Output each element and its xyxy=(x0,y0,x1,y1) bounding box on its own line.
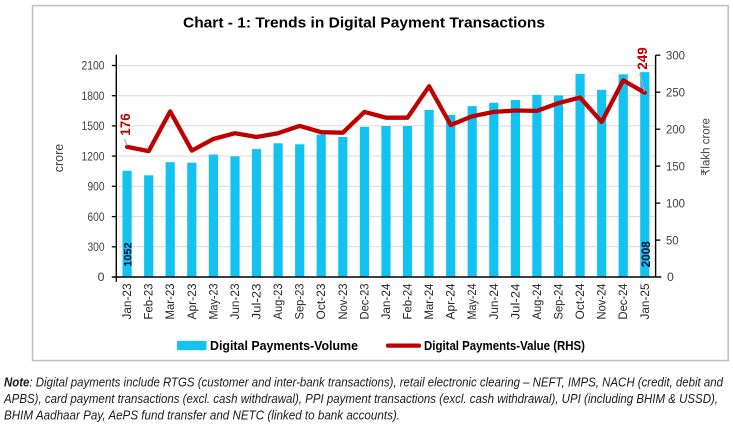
svg-text:Jan-24: Jan-24 xyxy=(381,283,393,320)
svg-text:250: 250 xyxy=(666,85,685,99)
svg-text:100: 100 xyxy=(666,196,685,210)
svg-text:APBS), card payment transactio: APBS), card payment transactions (excl. … xyxy=(3,392,718,406)
svg-text:Jun-23: Jun-23 xyxy=(230,284,242,320)
svg-text:Digital Payments-Value (RHS): Digital Payments-Value (RHS) xyxy=(424,338,585,353)
svg-text:300: 300 xyxy=(88,240,105,254)
svg-text:Feb-24: Feb-24 xyxy=(403,283,415,320)
svg-text:Sep-23: Sep-23 xyxy=(295,284,307,320)
svg-text:Nov-24: Nov-24 xyxy=(597,283,609,320)
svg-text:1200: 1200 xyxy=(82,149,105,163)
svg-text:Mar-24: Mar-24 xyxy=(424,283,436,320)
svg-text:Chart - 1: Trends in Digital P: Chart - 1: Trends in Digital Payment Tra… xyxy=(183,16,545,32)
svg-text:900: 900 xyxy=(88,180,105,194)
svg-text:Jul-24: Jul-24 xyxy=(510,283,522,320)
svg-text:50: 50 xyxy=(666,233,679,247)
svg-text:0: 0 xyxy=(667,270,674,284)
svg-text:249: 249 xyxy=(635,47,650,70)
svg-text:Oct-23: Oct-23 xyxy=(316,284,328,320)
svg-text:Jul-23: Jul-23 xyxy=(252,284,264,320)
svg-text:1800: 1800 xyxy=(82,89,105,103)
svg-text:Oct-24: Oct-24 xyxy=(575,283,587,320)
svg-text:Aug-24: Aug-24 xyxy=(532,283,544,320)
svg-text:600: 600 xyxy=(88,210,105,224)
svg-text:May-23: May-23 xyxy=(208,284,220,320)
svg-text:2008: 2008 xyxy=(640,241,653,268)
svg-text:Digital Payments-Volume: Digital Payments-Volume xyxy=(210,338,358,353)
svg-text:150: 150 xyxy=(666,159,685,173)
svg-text:May-24: May-24 xyxy=(467,283,479,320)
svg-text:crore: crore xyxy=(52,144,66,173)
svg-text:1052: 1052 xyxy=(123,242,135,266)
svg-text:Jan-25: Jan-25 xyxy=(640,284,652,320)
svg-text:Jun-24: Jun-24 xyxy=(489,283,501,320)
svg-text:300: 300 xyxy=(666,48,685,62)
svg-text:Dec-23: Dec-23 xyxy=(359,284,371,320)
svg-text:Dec-24: Dec-24 xyxy=(618,283,630,320)
svg-text:Mar-23: Mar-23 xyxy=(165,284,177,320)
svg-text:₹lakh crore: ₹lakh crore xyxy=(701,118,713,176)
svg-text:Jan-23: Jan-23 xyxy=(122,284,134,320)
svg-text:Sep-24: Sep-24 xyxy=(554,283,566,320)
svg-text:BHIM Aadhaar Pay, AePS fund tr: BHIM Aadhaar Pay, AePS fund transfer and… xyxy=(4,409,400,423)
svg-text:Note: Digital payments include: Note: Digital payments include RTGS (cus… xyxy=(4,376,724,390)
svg-text:Aug-23: Aug-23 xyxy=(273,284,285,320)
svg-text:Nov-23: Nov-23 xyxy=(338,284,350,320)
svg-text:2100: 2100 xyxy=(82,59,105,73)
svg-text:Feb-23: Feb-23 xyxy=(144,284,156,320)
svg-text:176: 176 xyxy=(118,113,133,136)
svg-text:Apr-23: Apr-23 xyxy=(187,284,199,320)
svg-text:0: 0 xyxy=(98,270,105,284)
svg-text:Apr-24: Apr-24 xyxy=(446,283,458,320)
svg-text:200: 200 xyxy=(666,122,685,136)
svg-text:1500: 1500 xyxy=(82,119,105,133)
